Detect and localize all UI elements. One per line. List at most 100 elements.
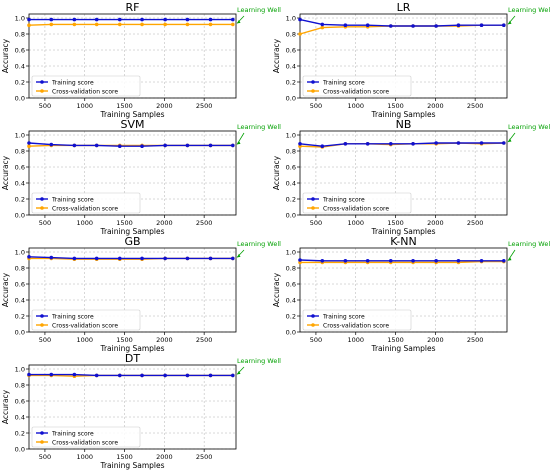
training-score-point xyxy=(411,259,415,263)
legend-swatch-marker xyxy=(40,206,44,210)
cv-score-point xyxy=(27,144,31,148)
chart-title: GB xyxy=(124,235,140,248)
chart-title: RF xyxy=(126,1,140,14)
cv-score-point xyxy=(27,23,31,28)
y-tick-label: 0.2 xyxy=(286,196,296,204)
x-tick-label: 2500 xyxy=(467,102,484,110)
y-tick-label: 0.8 xyxy=(15,265,25,273)
training-score-point xyxy=(502,23,506,28)
training-score-point xyxy=(343,259,348,263)
chart-title: DT xyxy=(125,352,140,365)
legend-swatch-marker xyxy=(311,314,315,318)
x-tick-label: 1500 xyxy=(387,219,404,227)
training-score-point xyxy=(320,259,325,263)
legend-box xyxy=(31,192,141,214)
legend-swatch-marker xyxy=(40,314,44,318)
y-tick-label: 0.6 xyxy=(15,281,25,289)
training-score-point xyxy=(72,256,77,261)
cv-score-line xyxy=(300,260,504,264)
legend-entry: Cross-validation score xyxy=(52,322,118,329)
y-tick-label: 0.6 xyxy=(15,47,25,55)
x-axis-label: Training Samples xyxy=(99,110,164,119)
training-score-point xyxy=(163,143,167,148)
training-score-line xyxy=(299,142,504,147)
chart-k-nn: K-NN 0.0 0.2 0.4 0.6 0.8 1.0 500 1000 1500 2000 250… xyxy=(272,235,550,353)
annotation-arrowhead xyxy=(508,20,512,25)
training-score-point xyxy=(388,24,393,28)
cv-score-line xyxy=(28,23,233,26)
legend-entry: Cross-validation score xyxy=(323,205,389,212)
training-score-point xyxy=(502,141,506,145)
legend-entry: Training score xyxy=(51,313,94,320)
y-axis-label: Accuracy xyxy=(1,272,10,307)
training-score-point xyxy=(502,259,506,263)
y-tick-label: 0.2 xyxy=(15,196,25,204)
plot-frame xyxy=(28,247,237,333)
training-score-point xyxy=(434,259,438,263)
x-axis-label: Training Samples xyxy=(370,344,435,353)
x-tick-label: 1000 xyxy=(347,336,364,344)
x-axis-label: Training Samples xyxy=(99,227,164,236)
y-tick-label: 0.0 xyxy=(15,329,25,337)
x-tick-label: 2000 xyxy=(156,336,173,344)
chart-svm: SVM 0.0 0.2 0.4 0.6 0.8 1.0 500 1000 1500 2000 2500… xyxy=(1,118,281,236)
cv-score-point xyxy=(163,22,167,27)
x-tick-label: 2000 xyxy=(427,102,444,110)
plot-frame xyxy=(28,364,237,450)
y-tick-label: 0.4 xyxy=(15,180,25,188)
y-tick-label: 1.0 xyxy=(15,15,25,23)
cv-score-point xyxy=(49,22,54,27)
y-tick-label: 0.6 xyxy=(286,281,296,289)
y-tick-label: 0.2 xyxy=(15,430,25,438)
y-tick-label: 0.6 xyxy=(15,164,25,172)
x-tick-label: 500 xyxy=(39,102,51,110)
training-score-point xyxy=(27,141,31,145)
annotation-arrowhead xyxy=(508,138,512,142)
cv-score-point xyxy=(72,22,77,27)
training-score-point xyxy=(298,17,302,22)
y-tick-label: 0.8 xyxy=(15,31,25,39)
legend-swatch-marker xyxy=(311,206,315,210)
y-tick-label: 1.0 xyxy=(286,249,296,257)
x-tick-label: 500 xyxy=(39,219,51,227)
legend-entry: Training score xyxy=(322,313,365,320)
training-score-point xyxy=(388,259,393,263)
x-tick-label: 2000 xyxy=(156,102,173,110)
y-tick-label: 0.4 xyxy=(286,297,296,305)
legend-swatch-marker xyxy=(40,80,44,84)
training-score-point xyxy=(365,259,370,263)
training-score-point xyxy=(298,142,302,146)
training-score-point xyxy=(49,255,54,260)
y-axis-label: Accuracy xyxy=(272,272,281,307)
legend-swatch-marker xyxy=(311,80,315,84)
y-axis-label: Accuracy xyxy=(272,155,281,190)
training-score-point xyxy=(434,141,438,145)
legend-entry: Training score xyxy=(51,79,94,86)
x-tick-label: 1500 xyxy=(116,102,133,110)
legend-entry: Cross-validation score xyxy=(323,322,389,329)
x-tick-label: 1500 xyxy=(387,102,404,110)
training-score-line xyxy=(299,259,504,262)
training-score-point xyxy=(456,141,461,145)
legend-box xyxy=(302,309,412,331)
training-score-point xyxy=(365,142,370,146)
training-score-point xyxy=(163,256,167,261)
x-tick-label: 500 xyxy=(310,102,322,110)
y-tick-label: 0.8 xyxy=(286,148,296,156)
x-tick-label: 1500 xyxy=(387,336,404,344)
x-tick-label: 1000 xyxy=(347,102,364,110)
training-score-point xyxy=(208,17,213,22)
x-tick-label: 2500 xyxy=(196,219,213,227)
x-axis-label: Training Samples xyxy=(370,110,435,119)
y-tick-label: 0.8 xyxy=(15,148,25,156)
training-score-point xyxy=(49,142,54,147)
x-tick-label: 500 xyxy=(310,336,322,344)
x-tick-label: 2500 xyxy=(467,336,484,344)
training-score-line xyxy=(299,18,504,27)
y-axis-label: Accuracy xyxy=(1,155,10,190)
training-score-point xyxy=(117,256,122,261)
training-score-point xyxy=(94,373,99,378)
cv-score-point xyxy=(298,32,302,36)
cv-score-point xyxy=(117,22,122,27)
annotation-arrowhead xyxy=(237,140,241,145)
